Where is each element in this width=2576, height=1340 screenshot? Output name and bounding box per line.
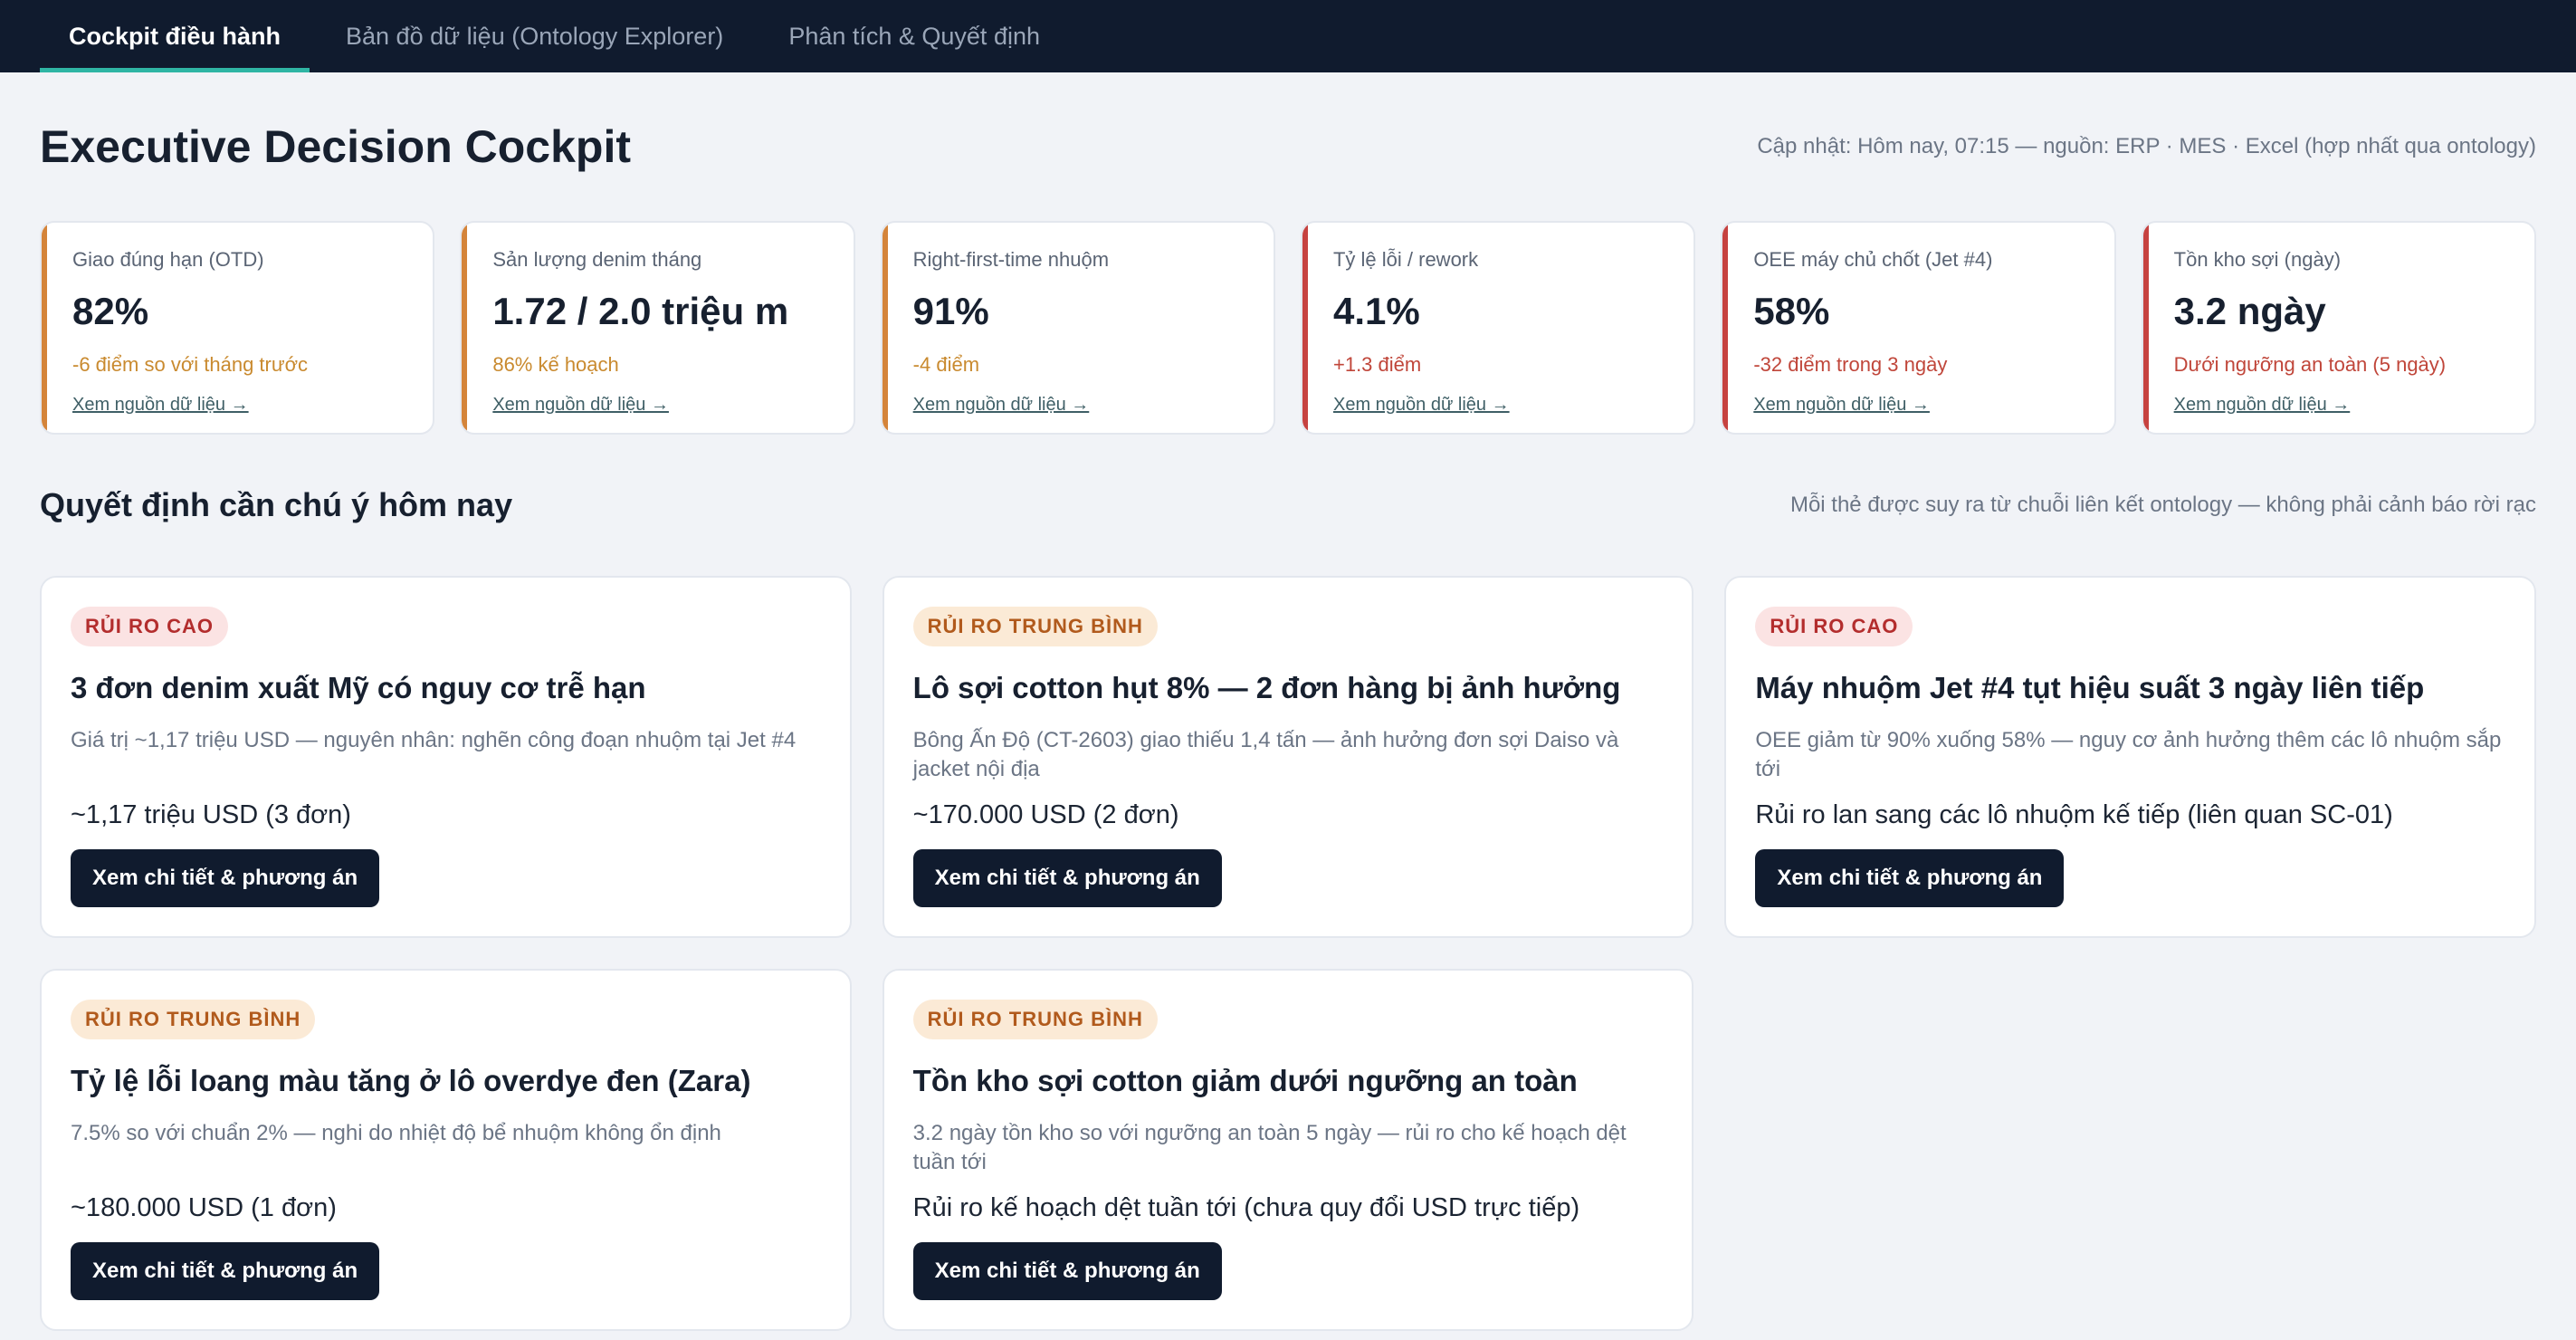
risk-badge: RỦI RO TRUNG BÌNH [71, 1000, 316, 1039]
kpi-value: 3.2 ngày [2173, 290, 2326, 332]
kpi-value: 91% [912, 290, 989, 332]
kpi-delta: 86% kế hoạch [492, 353, 619, 376]
page-title: Executive Decision Cockpit [40, 121, 632, 172]
kpi-card-otd: Giao đúng hạn (OTD) 82% -6 điểm so với t… [40, 221, 435, 435]
card-title: 3 đơn denim xuất Mỹ có nguy cơ trễ hạn [71, 671, 646, 704]
view-data-source-link[interactable]: Xem nguồn dữ liệu → [2173, 395, 2351, 415]
card-impact: Rủi ro kế hoạch dệt tuần tới (chưa quy đ… [912, 1193, 1580, 1223]
kpi-delta: +1.3 điểm [1332, 353, 1422, 376]
kpi-value: 1.72 / 2.0 triệu m [492, 290, 789, 332]
kpi-delta: -4 điểm [912, 353, 980, 376]
card-title: Máy nhuộm Jet #4 tụt hiệu suất 3 ngày li… [1755, 671, 2425, 704]
kpi-value: 4.1% [1332, 290, 1420, 332]
decisions-section-header: Quyết định cần chú ý hôm nay Mỗi thẻ đượ… [40, 435, 2536, 576]
view-data-source-link[interactable]: Xem nguồn dữ liệu → [1332, 395, 1510, 415]
kpi-card-defect-rate: Tỷ lệ lỗi / rework 4.1% +1.3 điểm Xem ng… [1300, 221, 1696, 435]
view-details-button[interactable]: Xem chi tiết & phương án [71, 849, 380, 907]
card-description: 7.5% so với chuẩn 2% — nghi do nhiệt độ … [71, 1120, 721, 1145]
kpi-row: Giao đúng hạn (OTD) 82% -6 điểm so với t… [40, 221, 2536, 435]
section-note: Mỗi thẻ được suy ra từ chuỗi liên kết on… [1789, 493, 2536, 517]
view-details-button[interactable]: Xem chi tiết & phương án [912, 1242, 1222, 1300]
decision-card: RỦI RO TRUNG BÌNH Tồn kho sợi cotton giả… [882, 969, 1694, 1331]
view-data-source-link[interactable]: Xem nguồn dữ liệu → [1753, 395, 1930, 415]
decision-card: RỦI RO CAO Máy nhuộm Jet #4 tụt hiệu suấ… [1724, 576, 2536, 938]
kpi-label: Giao đúng hạn (OTD) [72, 248, 264, 271]
view-data-source-link[interactable]: Xem nguồn dữ liệu → [72, 395, 249, 415]
main-content: Executive Decision Cockpit Cập nhật: Hôm… [0, 72, 2576, 1331]
update-status: Cập nhật: Hôm nay, 07:15 — nguồn: ERP · … [1757, 134, 2536, 158]
kpi-delta: Dưới ngưỡng an toàn (5 ngày) [2173, 353, 2447, 376]
kpi-label: OEE máy chủ chốt (Jet #4) [1753, 248, 1993, 271]
kpi-label: Tỷ lệ lỗi / rework [1332, 248, 1479, 271]
risk-badge: RỦI RO CAO [71, 607, 228, 646]
risk-badge: RỦI RO TRUNG BÌNH [912, 1000, 1158, 1039]
kpi-label: Tồn kho sợi (ngày) [2173, 248, 2342, 271]
decision-card: RỦI RO CAO 3 đơn denim xuất Mỹ có nguy c… [40, 576, 852, 938]
view-details-button[interactable]: Xem chi tiết & phương án [912, 849, 1222, 907]
card-description: Giá trị ~1,17 triệu USD — nguyên nhân: n… [71, 727, 797, 752]
kpi-label: Right-first-time nhuộm [912, 248, 1110, 271]
kpi-label: Sản lượng denim tháng [492, 248, 702, 271]
view-data-source-link[interactable]: Xem nguồn dữ liệu → [492, 395, 669, 415]
top-nav: Cockpit điều hành Bản đồ dữ liệu (Ontolo… [0, 0, 2576, 72]
card-description: Bông Ấn Độ (CT-2603) giao thiếu 1,4 tấn … [912, 727, 1619, 781]
card-impact: ~180.000 USD (1 đơn) [71, 1192, 337, 1222]
tab-cockpit[interactable]: Cockpit điều hành [40, 0, 310, 72]
kpi-card-denim-output: Sản lượng denim tháng 1.72 / 2.0 triệu m… [460, 221, 855, 435]
page-header: Executive Decision Cockpit Cập nhật: Hôm… [40, 72, 2536, 221]
card-impact: Rủi ro lan sang các lô nhuộm kế tiếp (li… [1755, 800, 2393, 830]
kpi-card-oee-jet4: OEE máy chủ chốt (Jet #4) 58% -32 điểm t… [1721, 221, 2116, 435]
card-description: 3.2 ngày tồn kho so với ngưỡng an toàn 5… [912, 1120, 1627, 1174]
decision-cards: RỦI RO CAO 3 đơn denim xuất Mỹ có nguy c… [40, 576, 2536, 1331]
tab-ontology-explorer[interactable]: Bản đồ dữ liệu (Ontology Explorer) [346, 22, 724, 50]
decision-card: RỦI RO TRUNG BÌNH Lô sợi cotton hụt 8% —… [882, 576, 1694, 938]
card-description: OEE giảm từ 90% xuống 58% — nguy cơ ảnh … [1755, 727, 2502, 781]
tab-analysis-decision[interactable]: Phân tích & Quyết định [788, 22, 1040, 50]
kpi-value: 58% [1753, 290, 1830, 332]
section-title: Quyết định cần chú ý hôm nay [40, 486, 513, 523]
card-title: Tồn kho sợi cotton giảm dưới ngưỡng an t… [912, 1064, 1578, 1097]
risk-badge: RỦI RO CAO [1755, 607, 1913, 646]
card-title: Lô sợi cotton hụt 8% — 2 đơn hàng bị ảnh… [912, 671, 1621, 704]
kpi-card-rft-dyeing: Right-first-time nhuộm 91% -4 điểm Xem n… [880, 221, 1275, 435]
view-details-button[interactable]: Xem chi tiết & phương án [71, 1242, 380, 1300]
view-details-button[interactable]: Xem chi tiết & phương án [1755, 849, 2065, 907]
kpi-delta: -6 điểm so với tháng trước [72, 353, 309, 376]
risk-badge: RỦI RO TRUNG BÌNH [912, 607, 1158, 646]
card-title: Tỷ lệ lỗi loang màu tăng ở lô overdye đe… [71, 1064, 751, 1097]
decision-card: RỦI RO TRUNG BÌNH Tỷ lệ lỗi loang màu tă… [40, 969, 852, 1331]
card-impact: ~170.000 USD (2 đơn) [912, 800, 1179, 830]
kpi-value: 82% [72, 290, 149, 332]
view-data-source-link[interactable]: Xem nguồn dữ liệu → [912, 395, 1090, 415]
kpi-card-yarn-stock: Tồn kho sợi (ngày) 3.2 ngày Dưới ngưỡng … [2141, 221, 2536, 435]
card-impact: ~1,17 triệu USD (3 đơn) [71, 799, 351, 829]
kpi-delta: -32 điểm trong 3 ngày [1753, 353, 1948, 376]
